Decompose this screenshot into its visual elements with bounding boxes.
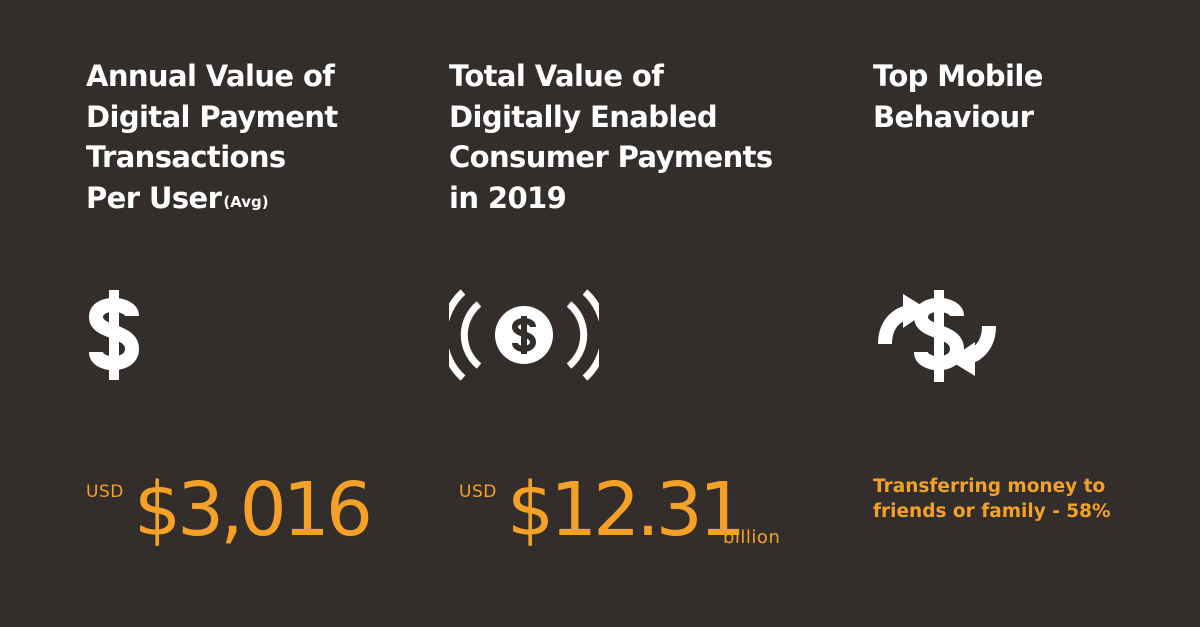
currency-prefix: USD [459, 482, 497, 502]
panel-top-mobile-behaviour: Top Mobile Behaviour Transferring money … [873, 0, 1173, 627]
title-line-text: Per User [86, 180, 222, 215]
title-suffix: (Avg) [223, 192, 269, 211]
contactless-dollar-coin-icon [440, 282, 608, 392]
note-line: friends or family - 58% [873, 501, 1111, 522]
title-line: Transactions [86, 140, 286, 174]
note-line: Transferring money to [873, 476, 1106, 497]
panel-title: Top Mobile Behaviour [873, 56, 1043, 137]
dollar-sign-icon [86, 282, 142, 390]
title-line: in 2019 [449, 180, 567, 215]
panel-digital-payment-per-user: Annual Value of Digital Payment Transact… [86, 0, 416, 627]
stat-value: $12.31 [507, 467, 746, 553]
panel-title: Annual Value of Digital Payment Transact… [86, 56, 338, 222]
currency-prefix: USD [86, 482, 124, 502]
dollar-transfer-arrows-icon [873, 282, 1005, 392]
stat-unit: billion [723, 527, 781, 548]
panel-title: Total Value of Digitally Enabled Consume… [449, 56, 773, 218]
behaviour-note: Transferring money to friends or family … [873, 474, 1111, 524]
panel-digitally-enabled-payments: Total Value of Digitally Enabled Consume… [440, 0, 829, 627]
title-line: Digitally Enabled [449, 99, 718, 134]
title-line: Annual Value of [86, 59, 335, 93]
title-line: Top Mobile [873, 59, 1043, 93]
title-line: Behaviour [873, 99, 1034, 134]
title-line: Per User (Avg) [86, 178, 338, 223]
title-line: Digital Payment [86, 99, 338, 134]
stat-value: $3,016 [134, 467, 373, 553]
title-line: Consumer Payments [449, 140, 773, 174]
title-line: Total Value of [449, 59, 664, 93]
